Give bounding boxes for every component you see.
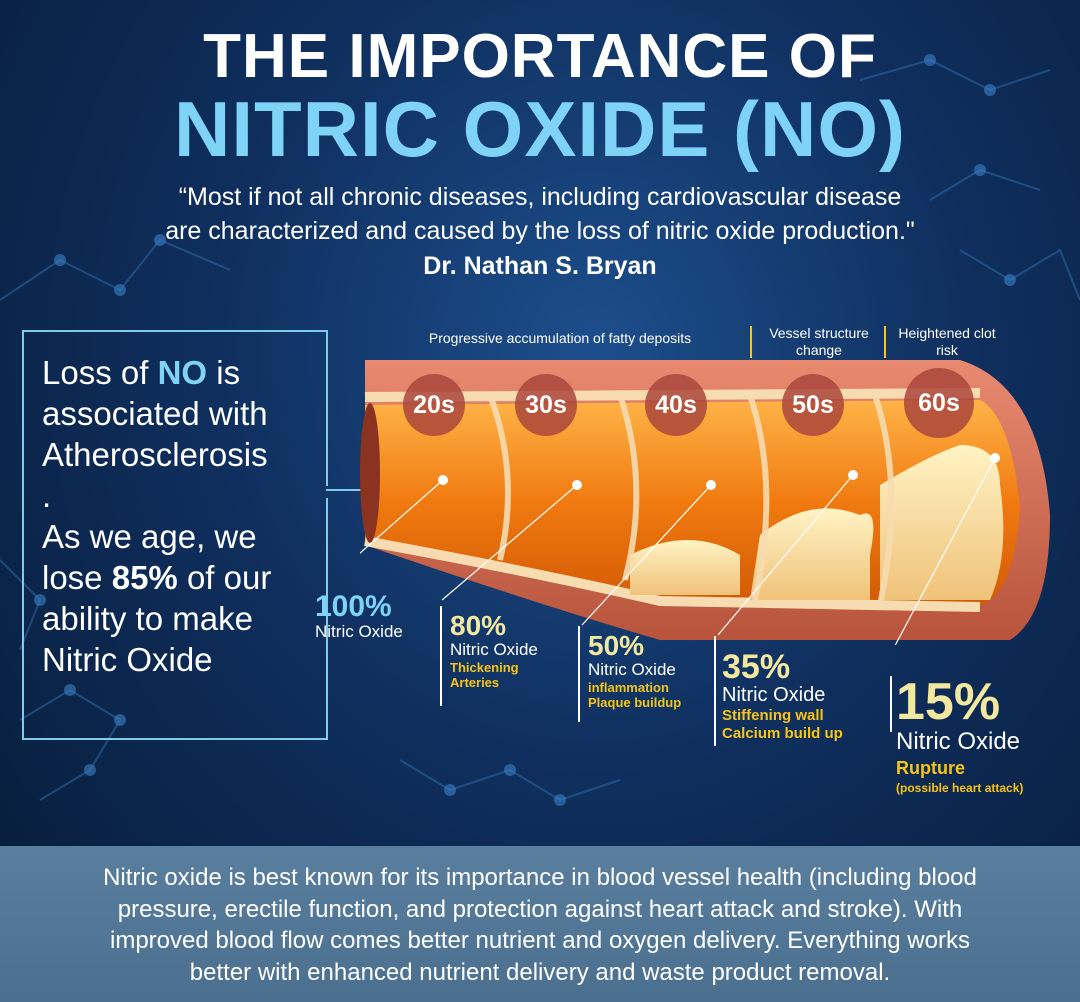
stage-note-2: (possible heart attack) (896, 781, 1024, 795)
title-line-2: NITRIC OXIDE (NO) (174, 85, 906, 173)
bottom-line-1: Nitric oxide is best known for its impor… (103, 864, 977, 891)
stage-label-30s: 80% Nitric Oxide Thickening Arteries (450, 610, 538, 691)
stage-label-50s: 35% Nitric Oxide Stiffening wall Calcium… (722, 650, 843, 743)
stage-note-1: Stiffening wall (722, 707, 824, 724)
stage-note-1: Rupture (896, 758, 965, 778)
stage-divider-30s (440, 606, 442, 706)
title-line-1: THE IMPORTANCE OF (203, 22, 877, 91)
header-fatty-deposits: Progressive accumulation of fatty deposi… (428, 330, 692, 346)
left-text-2: is associated with Atherosclerosis (42, 354, 268, 473)
stage-no-label: Nitric Oxide (315, 622, 403, 641)
stage-note-2: Arteries (450, 675, 500, 690)
stage-pct: 15% (896, 673, 1001, 731)
stage-divider-60s (890, 676, 892, 732)
stage-no-label: Nitric Oxide (722, 684, 826, 706)
stage-pct: 100% (315, 590, 392, 623)
stage-no-label: Nitric Oxide (450, 640, 538, 659)
left-text-5: of our ability to make Nitric Oxide (42, 559, 272, 678)
quote: “Most if not all chronic diseases, inclu… (60, 180, 1020, 248)
left-text-pct: 85% (111, 559, 178, 596)
left-text-1: Loss of (42, 354, 158, 391)
age-circle-20s: 20s (403, 374, 465, 436)
bottom-line-2: pressure, erectile function, and protect… (117, 895, 963, 923)
left-panel-border-right-top (326, 330, 328, 486)
left-text-4: As we age, we lose (42, 518, 257, 596)
header-vessel-change: Vessel structure change (769, 325, 869, 358)
stage-pct: 80% (450, 610, 507, 641)
header-clot-risk: Heightened clot risk (898, 325, 996, 358)
stage-pct: 50% (588, 630, 645, 661)
age-circle-50s: 50s (782, 374, 844, 436)
left-text-no: NO (157, 354, 208, 391)
left-panel-text: Loss of NO is associated with Atheroscle… (42, 352, 322, 680)
age-circle-60s: 60s (904, 368, 974, 438)
stage-pct: 35% (722, 648, 791, 686)
stage-label-60s: 15% Nitric Oxide Rupture (possible heart… (896, 676, 1023, 796)
stage-divider-50s (714, 636, 716, 746)
header-divider-1 (750, 326, 752, 358)
stage-note-1: Thickening (450, 660, 519, 675)
bottom-text: Nitric oxide is best known for its impor… (30, 862, 1050, 988)
stage-no-label: Nitric Oxide (588, 660, 676, 679)
bottom-line-4: better with enhanced nutrient delivery a… (189, 958, 891, 986)
quote-author: Dr. Nathan S. Bryan (423, 252, 657, 280)
bottom-band (0, 846, 1080, 1002)
quote-line-2: are characterized and caused by the loss… (165, 217, 915, 245)
stage-divider-40s (578, 626, 580, 722)
left-panel-border-right-bottom (326, 498, 328, 740)
stage-label-20s: 100% Nitric Oxide (315, 592, 403, 642)
quote-line-1: “Most if not all chronic diseases, inclu… (178, 183, 902, 211)
stage-label-40s: 50% Nitric Oxide inflammation Plaque bui… (588, 630, 682, 711)
header-divider-2 (884, 326, 886, 358)
bottom-line-3: improved blood flow comes better nutrien… (110, 927, 970, 954)
stage-note-2: Plaque buildup (588, 695, 682, 710)
left-panel-border (22, 330, 328, 740)
stage-no-label: Nitric Oxide (896, 728, 1021, 755)
stage-note-1: inflammation (588, 680, 669, 695)
left-text-3: . (42, 477, 52, 514)
stage-note-2: Calcium build up (722, 725, 843, 742)
age-circle-30s: 30s (515, 374, 577, 436)
age-circle-40s: 40s (645, 374, 707, 436)
